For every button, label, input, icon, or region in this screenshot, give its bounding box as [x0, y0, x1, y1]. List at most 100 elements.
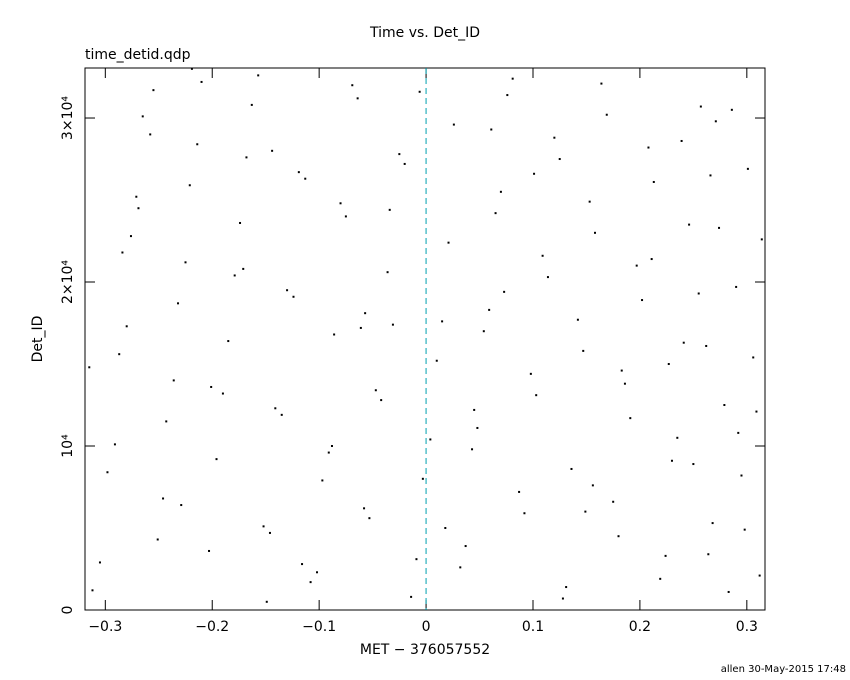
point: [647, 146, 650, 149]
point: [667, 363, 670, 366]
point: [561, 597, 564, 600]
chart-subtitle: time_detid.qdp: [85, 47, 191, 63]
point: [215, 458, 218, 461]
point: [344, 215, 347, 218]
point: [582, 349, 585, 352]
point: [265, 600, 268, 603]
point: [758, 574, 761, 577]
point: [429, 438, 432, 441]
point: [503, 290, 506, 293]
point: [421, 477, 424, 480]
point: [321, 479, 324, 482]
point: [570, 467, 573, 470]
point: [705, 344, 708, 347]
point: [316, 571, 319, 574]
point: [740, 474, 743, 477]
point: [623, 382, 626, 385]
y-tick-label: 10⁴: [60, 434, 76, 458]
point: [444, 527, 447, 530]
point: [274, 407, 277, 410]
point: [121, 251, 124, 254]
point: [180, 504, 183, 507]
point: [617, 535, 620, 538]
plot-frame: [84, 67, 766, 611]
point: [629, 417, 632, 420]
point: [391, 323, 394, 326]
point: [388, 208, 391, 211]
point: [755, 410, 758, 413]
point: [459, 566, 462, 569]
point: [600, 82, 603, 85]
point: [364, 312, 367, 315]
point: [723, 404, 726, 407]
point: [476, 426, 479, 429]
point: [707, 553, 710, 556]
chart-title: Time vs. Det_ID: [369, 25, 480, 41]
point: [565, 586, 568, 589]
point: [98, 561, 101, 564]
point: [410, 595, 413, 598]
point: [188, 184, 191, 187]
point: [576, 318, 579, 321]
point: [327, 451, 330, 454]
point: [359, 326, 362, 329]
point: [196, 143, 199, 146]
y-tick-label: 3×10⁴: [60, 96, 76, 140]
point: [752, 356, 755, 359]
point: [523, 512, 526, 515]
point: [162, 497, 165, 500]
point: [268, 531, 271, 534]
point: [735, 285, 738, 288]
point: [129, 235, 132, 238]
point: [386, 271, 389, 274]
point: [447, 241, 450, 244]
point: [546, 276, 549, 279]
point: [490, 128, 493, 131]
point: [659, 577, 662, 580]
point: [718, 226, 721, 229]
point: [473, 408, 476, 411]
point: [200, 80, 203, 83]
point: [584, 510, 587, 513]
point: [156, 538, 159, 541]
point: [257, 74, 260, 77]
point: [368, 517, 371, 520]
point: [482, 330, 485, 333]
point: [418, 90, 421, 93]
x-tick-label: 0: [422, 619, 431, 635]
point: [641, 299, 644, 302]
point: [730, 108, 733, 111]
point: [141, 115, 144, 118]
point: [333, 333, 336, 336]
point: [398, 153, 401, 156]
point: [746, 167, 749, 170]
point: [339, 202, 342, 205]
point: [488, 308, 491, 311]
point: [743, 528, 746, 531]
point: [297, 171, 300, 174]
point: [271, 149, 274, 152]
point: [682, 341, 685, 344]
point: [135, 195, 138, 198]
point: [709, 174, 712, 177]
point: [664, 554, 667, 557]
point: [511, 77, 514, 80]
point: [499, 190, 502, 193]
point: [494, 212, 497, 215]
point: [262, 525, 265, 528]
point: [137, 207, 140, 210]
point: [113, 443, 116, 446]
point: [688, 223, 691, 226]
point: [149, 133, 152, 136]
point: [594, 231, 596, 234]
point: [650, 258, 653, 261]
point: [242, 267, 245, 270]
footer: allen 30-May-2015 17:48: [721, 664, 846, 675]
point: [692, 463, 695, 466]
point: [471, 448, 474, 451]
point: [239, 221, 242, 224]
point: [286, 289, 289, 292]
point: [699, 105, 702, 108]
